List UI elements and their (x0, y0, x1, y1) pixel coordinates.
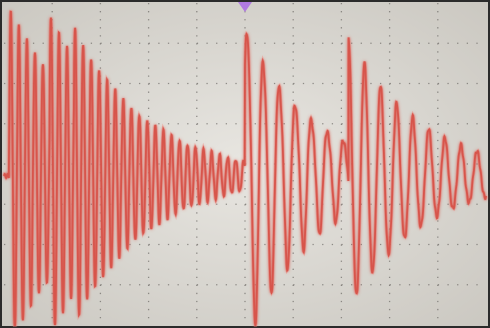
waveform-trace (2, 9, 488, 327)
waveform-line (3, 10, 487, 326)
trigger-marker-icon (238, 2, 252, 12)
